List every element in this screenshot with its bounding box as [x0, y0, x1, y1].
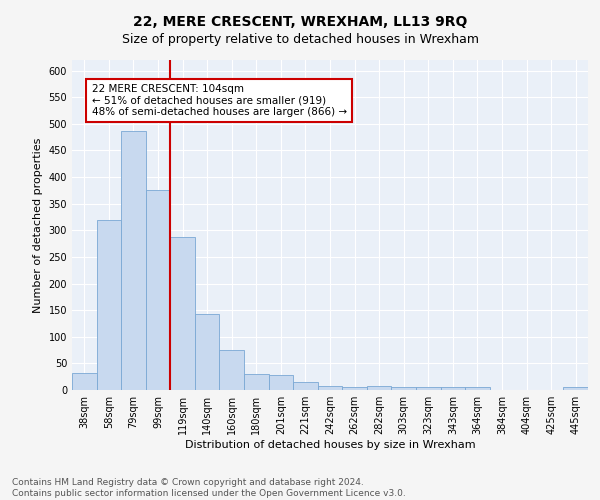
Bar — [416, 388, 440, 390]
Bar — [170, 236, 195, 390]
Text: 22, MERE CRESCENT, WREXHAM, LL13 9RQ: 22, MERE CRESCENT, WREXHAM, LL13 9RQ — [133, 15, 467, 29]
Bar — [563, 388, 588, 390]
Bar — [97, 220, 121, 390]
Bar — [342, 387, 367, 390]
Bar — [465, 388, 490, 390]
Bar — [244, 374, 269, 390]
Bar — [220, 350, 244, 390]
Text: Contains HM Land Registry data © Crown copyright and database right 2024.
Contai: Contains HM Land Registry data © Crown c… — [12, 478, 406, 498]
Bar — [269, 375, 293, 390]
Text: 22 MERE CRESCENT: 104sqm
← 51% of detached houses are smaller (919)
48% of semi-: 22 MERE CRESCENT: 104sqm ← 51% of detach… — [92, 84, 347, 117]
Bar — [440, 388, 465, 390]
Y-axis label: Number of detached properties: Number of detached properties — [33, 138, 43, 312]
Bar — [146, 190, 170, 390]
X-axis label: Distribution of detached houses by size in Wrexham: Distribution of detached houses by size … — [185, 440, 475, 450]
Bar — [293, 382, 318, 390]
Bar — [318, 386, 342, 390]
Bar — [391, 387, 416, 390]
Text: Size of property relative to detached houses in Wrexham: Size of property relative to detached ho… — [121, 32, 479, 46]
Bar — [195, 314, 220, 390]
Bar — [121, 131, 146, 390]
Bar — [367, 386, 391, 390]
Bar — [72, 373, 97, 390]
